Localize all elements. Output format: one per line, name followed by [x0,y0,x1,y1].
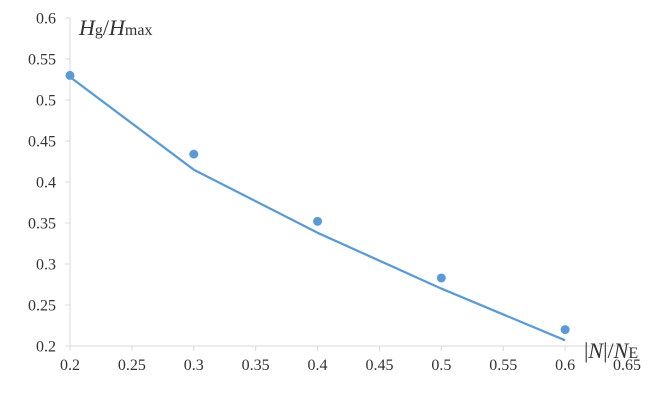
tick-labels: 0.2 0.25 0.3 0.35 0.4 0.45 0.5 0.55 0.6 0.65 0.2 0.… [28,11,641,375]
y-tick-label: 0.3 [36,257,56,274]
x-tick-label: 0.45 [365,357,393,374]
y-axis-label: Hg/Hmax [78,15,152,40]
data-point [313,216,323,226]
data-point [436,273,446,283]
x-tick-label: 0.6 [555,357,575,374]
x-tick-label: 0.2 [60,357,80,374]
y-tick-label: 0.5 [36,93,56,110]
data-point [560,325,570,335]
y-tick-label: 0.6 [36,11,56,28]
data-point [65,70,75,80]
x-tick-label: 0.25 [118,357,146,374]
chart-marks [65,70,570,342]
x-tick-label: 0.3 [184,357,204,374]
x-tick-label: 0.4 [308,357,328,374]
y-tick-label: 0.55 [28,52,56,69]
y-tick-label: 0.25 [28,298,56,315]
x-tick-label: 0.55 [489,357,517,374]
axes [65,17,628,351]
data-point [189,149,199,159]
y-tick-label: 0.45 [28,134,56,151]
y-tick-label: 0.35 [28,216,56,233]
y-tick-label: 0.4 [36,175,56,192]
x-tick-label: 0.5 [431,357,451,374]
x-tick-label: 0.65 [613,357,641,374]
fit-line [69,76,566,342]
x-axis-label: |N|/NE [584,338,638,363]
x-tick-label: 0.35 [242,357,270,374]
y-tick-label: 0.2 [36,339,56,356]
